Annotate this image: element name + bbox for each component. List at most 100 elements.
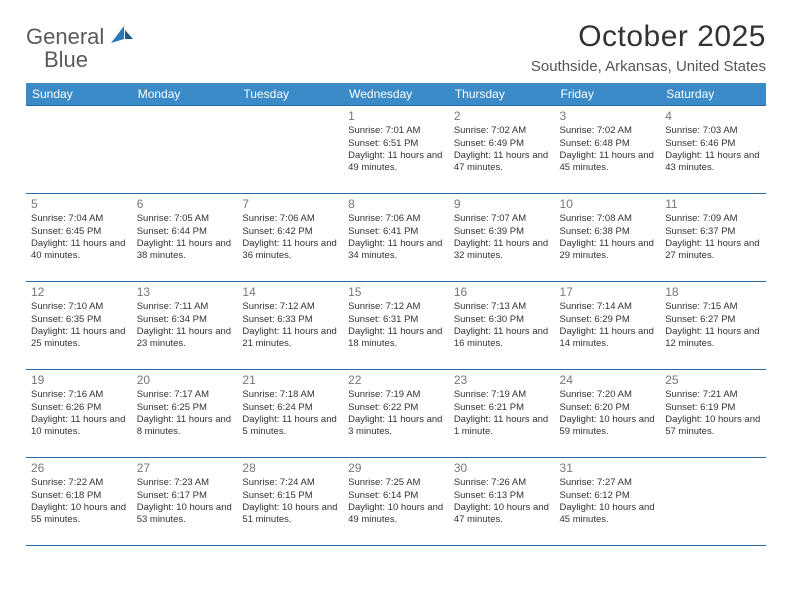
sunrise-line: Sunrise: 7:01 AM bbox=[348, 125, 444, 137]
day-cell: 26Sunrise: 7:22 AMSunset: 6:18 PMDayligh… bbox=[26, 458, 132, 546]
day-info: Sunrise: 7:12 AMSunset: 6:33 PMDaylight:… bbox=[242, 301, 338, 350]
sunrise-line: Sunrise: 7:19 AM bbox=[454, 389, 550, 401]
sunset-line: Sunset: 6:44 PM bbox=[137, 226, 233, 238]
sunset-line: Sunset: 6:39 PM bbox=[454, 226, 550, 238]
sunset-line: Sunset: 6:13 PM bbox=[454, 490, 550, 502]
day-info: Sunrise: 7:02 AMSunset: 6:49 PMDaylight:… bbox=[454, 125, 550, 174]
daylight-line: Daylight: 10 hours and 59 minutes. bbox=[560, 414, 656, 438]
day-info: Sunrise: 7:08 AMSunset: 6:38 PMDaylight:… bbox=[560, 213, 656, 262]
daylight-line: Daylight: 11 hours and 47 minutes. bbox=[454, 150, 550, 174]
daylight-line: Daylight: 11 hours and 8 minutes. bbox=[137, 414, 233, 438]
day-header: Sunday bbox=[26, 83, 132, 106]
day-header: Monday bbox=[132, 83, 238, 106]
day-info: Sunrise: 7:10 AMSunset: 6:35 PMDaylight:… bbox=[31, 301, 127, 350]
day-info: Sunrise: 7:22 AMSunset: 6:18 PMDaylight:… bbox=[31, 477, 127, 526]
sunset-line: Sunset: 6:21 PM bbox=[454, 402, 550, 414]
day-number: 31 bbox=[560, 461, 656, 476]
sunset-line: Sunset: 6:29 PM bbox=[560, 314, 656, 326]
day-info: Sunrise: 7:06 AMSunset: 6:42 PMDaylight:… bbox=[242, 213, 338, 262]
location-text: Southside, Arkansas, United States bbox=[531, 58, 766, 75]
sunrise-line: Sunrise: 7:26 AM bbox=[454, 477, 550, 489]
day-info: Sunrise: 7:01 AMSunset: 6:51 PMDaylight:… bbox=[348, 125, 444, 174]
day-cell: 10Sunrise: 7:08 AMSunset: 6:38 PMDayligh… bbox=[555, 194, 661, 282]
day-cell: 11Sunrise: 7:09 AMSunset: 6:37 PMDayligh… bbox=[660, 194, 766, 282]
day-number: 2 bbox=[454, 109, 550, 124]
day-info: Sunrise: 7:12 AMSunset: 6:31 PMDaylight:… bbox=[348, 301, 444, 350]
day-number: 18 bbox=[665, 285, 761, 300]
sunrise-line: Sunrise: 7:20 AM bbox=[560, 389, 656, 401]
sunset-line: Sunset: 6:33 PM bbox=[242, 314, 338, 326]
day-header: Friday bbox=[555, 83, 661, 106]
sunrise-line: Sunrise: 7:06 AM bbox=[242, 213, 338, 225]
daylight-line: Daylight: 11 hours and 25 minutes. bbox=[31, 326, 127, 350]
day-info: Sunrise: 7:23 AMSunset: 6:17 PMDaylight:… bbox=[137, 477, 233, 526]
day-number: 4 bbox=[665, 109, 761, 124]
day-info: Sunrise: 7:14 AMSunset: 6:29 PMDaylight:… bbox=[560, 301, 656, 350]
calendar-table: SundayMondayTuesdayWednesdayThursdayFrid… bbox=[26, 83, 766, 546]
day-info: Sunrise: 7:19 AMSunset: 6:21 PMDaylight:… bbox=[454, 389, 550, 438]
page-title: October 2025 bbox=[531, 20, 766, 54]
day-cell: 2Sunrise: 7:02 AMSunset: 6:49 PMDaylight… bbox=[449, 106, 555, 194]
sunrise-line: Sunrise: 7:14 AM bbox=[560, 301, 656, 313]
sunrise-line: Sunrise: 7:04 AM bbox=[31, 213, 127, 225]
day-cell: 14Sunrise: 7:12 AMSunset: 6:33 PMDayligh… bbox=[237, 282, 343, 370]
day-cell: 24Sunrise: 7:20 AMSunset: 6:20 PMDayligh… bbox=[555, 370, 661, 458]
day-header: Thursday bbox=[449, 83, 555, 106]
daylight-line: Daylight: 11 hours and 16 minutes. bbox=[454, 326, 550, 350]
day-number: 7 bbox=[242, 197, 338, 212]
day-info: Sunrise: 7:26 AMSunset: 6:13 PMDaylight:… bbox=[454, 477, 550, 526]
sunset-line: Sunset: 6:37 PM bbox=[665, 226, 761, 238]
day-number: 16 bbox=[454, 285, 550, 300]
day-info: Sunrise: 7:06 AMSunset: 6:41 PMDaylight:… bbox=[348, 213, 444, 262]
sunrise-line: Sunrise: 7:02 AM bbox=[560, 125, 656, 137]
day-number: 28 bbox=[242, 461, 338, 476]
sunset-line: Sunset: 6:25 PM bbox=[137, 402, 233, 414]
logo: General Blue bbox=[26, 20, 133, 72]
week-row: 1Sunrise: 7:01 AMSunset: 6:51 PMDaylight… bbox=[26, 106, 766, 194]
sunrise-line: Sunrise: 7:15 AM bbox=[665, 301, 761, 313]
sunrise-line: Sunrise: 7:17 AM bbox=[137, 389, 233, 401]
sunset-line: Sunset: 6:12 PM bbox=[560, 490, 656, 502]
logo-word2: Blue bbox=[44, 47, 88, 72]
sunset-line: Sunset: 6:14 PM bbox=[348, 490, 444, 502]
day-cell: 27Sunrise: 7:23 AMSunset: 6:17 PMDayligh… bbox=[132, 458, 238, 546]
day-number: 1 bbox=[348, 109, 444, 124]
daylight-line: Daylight: 11 hours and 1 minute. bbox=[454, 414, 550, 438]
daylight-line: Daylight: 11 hours and 36 minutes. bbox=[242, 238, 338, 262]
day-info: Sunrise: 7:19 AMSunset: 6:22 PMDaylight:… bbox=[348, 389, 444, 438]
daylight-line: Daylight: 11 hours and 23 minutes. bbox=[137, 326, 233, 350]
day-info: Sunrise: 7:07 AMSunset: 6:39 PMDaylight:… bbox=[454, 213, 550, 262]
sunrise-line: Sunrise: 7:22 AM bbox=[31, 477, 127, 489]
daylight-line: Daylight: 11 hours and 45 minutes. bbox=[560, 150, 656, 174]
week-row: 26Sunrise: 7:22 AMSunset: 6:18 PMDayligh… bbox=[26, 458, 766, 546]
week-row: 12Sunrise: 7:10 AMSunset: 6:35 PMDayligh… bbox=[26, 282, 766, 370]
sunrise-line: Sunrise: 7:11 AM bbox=[137, 301, 233, 313]
day-header-row: SundayMondayTuesdayWednesdayThursdayFrid… bbox=[26, 83, 766, 106]
day-number: 8 bbox=[348, 197, 444, 212]
day-number: 5 bbox=[31, 197, 127, 212]
day-number: 22 bbox=[348, 373, 444, 388]
day-cell bbox=[26, 106, 132, 194]
daylight-line: Daylight: 11 hours and 43 minutes. bbox=[665, 150, 761, 174]
daylight-line: Daylight: 10 hours and 57 minutes. bbox=[665, 414, 761, 438]
day-info: Sunrise: 7:05 AMSunset: 6:44 PMDaylight:… bbox=[137, 213, 233, 262]
day-number: 26 bbox=[31, 461, 127, 476]
day-number: 23 bbox=[454, 373, 550, 388]
day-number: 14 bbox=[242, 285, 338, 300]
day-cell: 1Sunrise: 7:01 AMSunset: 6:51 PMDaylight… bbox=[343, 106, 449, 194]
day-info: Sunrise: 7:18 AMSunset: 6:24 PMDaylight:… bbox=[242, 389, 338, 438]
sunrise-line: Sunrise: 7:09 AM bbox=[665, 213, 761, 225]
sunrise-line: Sunrise: 7:25 AM bbox=[348, 477, 444, 489]
sunset-line: Sunset: 6:26 PM bbox=[31, 402, 127, 414]
day-info: Sunrise: 7:27 AMSunset: 6:12 PMDaylight:… bbox=[560, 477, 656, 526]
sunrise-line: Sunrise: 7:19 AM bbox=[348, 389, 444, 401]
sunrise-line: Sunrise: 7:02 AM bbox=[454, 125, 550, 137]
day-number: 3 bbox=[560, 109, 656, 124]
daylight-line: Daylight: 11 hours and 40 minutes. bbox=[31, 238, 127, 262]
sunrise-line: Sunrise: 7:07 AM bbox=[454, 213, 550, 225]
sunset-line: Sunset: 6:48 PM bbox=[560, 138, 656, 150]
day-cell: 5Sunrise: 7:04 AMSunset: 6:45 PMDaylight… bbox=[26, 194, 132, 282]
sunrise-line: Sunrise: 7:06 AM bbox=[348, 213, 444, 225]
daylight-line: Daylight: 11 hours and 38 minutes. bbox=[137, 238, 233, 262]
day-cell: 22Sunrise: 7:19 AMSunset: 6:22 PMDayligh… bbox=[343, 370, 449, 458]
